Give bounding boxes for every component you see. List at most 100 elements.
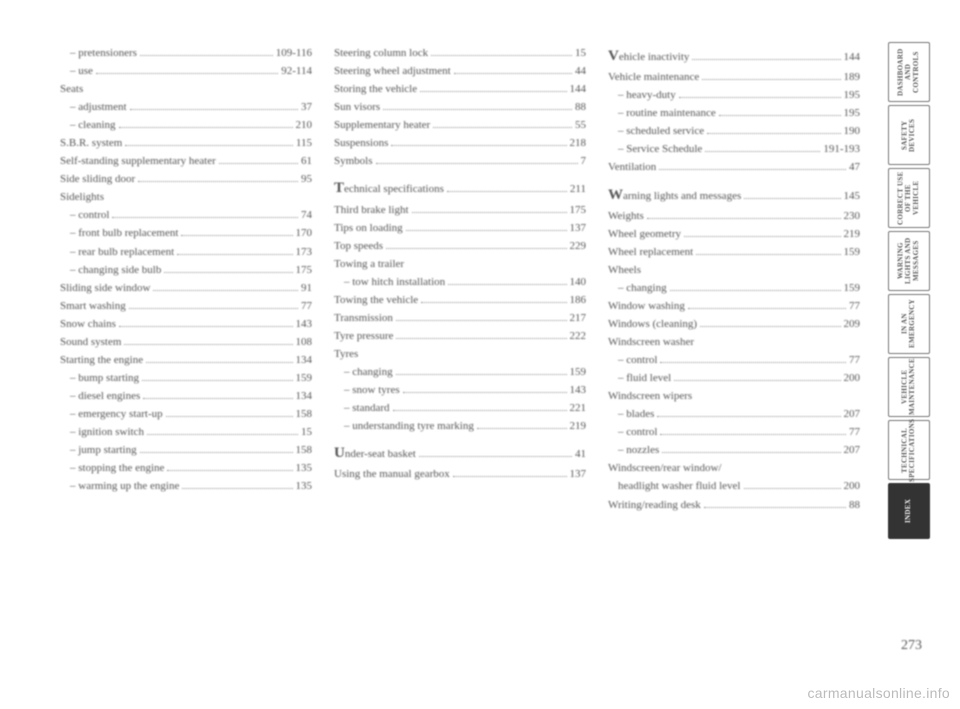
index-entry-page: 55 [575, 117, 586, 134]
index-entry: – ignition switch15 [60, 424, 312, 441]
index-entry-page: 77 [301, 298, 312, 315]
index-entry-label: – standard [334, 400, 390, 417]
leader-dots [142, 380, 292, 381]
index-entry: Starting the engine 134 [60, 352, 312, 369]
index-entry-page: 173 [296, 244, 313, 261]
index-entry: Tyre pressure222 [334, 328, 586, 345]
leader-dots [140, 55, 273, 56]
index-entry-page: 219 [570, 418, 587, 435]
index-entry-page: 195 [844, 87, 861, 104]
index-entry: – control77 [608, 424, 860, 441]
index-entry-label: Wheel replacement [608, 244, 693, 261]
section-tab[interactable]: DASHBOARD AND CONTROLS [888, 42, 930, 102]
index-entry-label: – emergency start-up [60, 406, 163, 423]
index-entry: Steering wheel adjustment44 [334, 63, 586, 80]
leader-dots [705, 151, 820, 152]
index-entry-page: 217 [570, 310, 587, 327]
index-entry: Top speeds 229 [334, 238, 586, 255]
section-tab[interactable]: WARNING LIGHTS AND MESSAGES [888, 231, 930, 291]
leader-dots [396, 320, 567, 321]
index-entry-page: 229 [570, 238, 587, 255]
index-entry-page: 210 [296, 117, 313, 134]
index-entry: Sidelights [60, 189, 312, 206]
index-entry-label: – blades [608, 406, 654, 423]
section-tab[interactable]: IN AN EMERGENCY [888, 294, 930, 354]
index-entry-label: – diesel engines [60, 388, 140, 405]
index-entry-page: 115 [296, 135, 312, 152]
leader-dots [164, 272, 292, 273]
index-entry-label: Towing a trailer [334, 256, 404, 273]
section-tab[interactable]: TECHNICAL SPECIFICATIONS [888, 420, 930, 480]
index-entry: Windscreen washer [608, 334, 860, 351]
leader-dots [406, 230, 567, 231]
index-entry: – bump starting159 [60, 370, 312, 387]
leader-dots [130, 109, 298, 110]
index-entry: Towing a trailer [334, 256, 586, 273]
index-entry-label: Top speeds [334, 238, 383, 255]
index-entry-page: 134 [296, 388, 313, 405]
leader-dots [146, 362, 292, 363]
section-tab[interactable]: INDEX [888, 483, 930, 539]
index-entry-page: 15 [301, 424, 312, 441]
index-entry: Windows (cleaning)209 [608, 316, 860, 333]
index-entry-page: 137 [570, 466, 587, 483]
leader-dots [662, 452, 840, 453]
index-entry-page: 159 [844, 280, 861, 297]
index-entry-label: – jump starting [60, 442, 137, 459]
index-entry-label: Snow chains [60, 316, 116, 333]
leader-dots [129, 308, 298, 309]
leader-dots [182, 488, 292, 489]
index-entry-page: 170 [296, 225, 313, 242]
index-entry-label: Writing/reading desk [608, 497, 701, 514]
index-entry-page: 88 [575, 99, 586, 116]
index-entry: Third brake light175 [334, 202, 586, 219]
index-entry: Windscreen wipers [608, 388, 860, 405]
index-entry: – changing159 [334, 364, 586, 381]
index-entry-label: – control [608, 424, 657, 441]
section-tabs: DASHBOARD AND CONTROLSSAFETY DEVICESCORR… [888, 42, 930, 539]
leader-dots [376, 163, 578, 164]
index-entry: Storing the vehicle144 [334, 81, 586, 98]
leader-dots [707, 133, 840, 134]
index-entry: – warming up the engine135 [60, 478, 312, 495]
index-entry-page: 211 [570, 181, 586, 198]
index-entry-label: headlight washer fluid level [608, 478, 741, 495]
index-entry-page: 195 [844, 105, 861, 122]
index-entry-page: 175 [570, 202, 587, 219]
leader-dots [744, 488, 841, 489]
index-entry: Sound system108 [60, 334, 312, 351]
index-entry-page: 143 [570, 382, 587, 399]
index-entry-page: 158 [296, 406, 313, 423]
index-entry: – understanding tyre marking219 [334, 418, 586, 435]
index-entry: Weights 230 [608, 208, 860, 225]
index-entry: Transmission217 [334, 310, 586, 327]
index-entry-label: Steering column lock [334, 45, 428, 62]
index-entry-page: 88 [849, 497, 860, 514]
index-entry-label: – changing [334, 364, 393, 381]
index-entry: – cleaning210 [60, 117, 312, 134]
leader-dots [386, 248, 566, 249]
index-entry-label: – fluid level [608, 370, 671, 387]
index-entry: Ventilation47 [608, 159, 860, 176]
index-entry-label: Sliding side window [60, 280, 150, 297]
index-entry-page: 41 [575, 446, 586, 463]
index-entry-page: 91 [301, 280, 312, 297]
index-entry-label: Windscreen washer [608, 334, 694, 351]
index-entry-label: Weights [608, 208, 644, 225]
section-tab[interactable]: VEHICLE MAINTENANCE [888, 357, 930, 417]
index-entry-label: Starting the engine [60, 352, 143, 369]
index-entry-page: 134 [296, 352, 313, 369]
section-tab[interactable]: CORRECT USE OF THE VEHICLE [888, 168, 930, 228]
index-entry: – heavy-duty195 [608, 87, 860, 104]
index-entry-page: 230 [844, 208, 861, 225]
index-entry: – standard221 [334, 400, 586, 417]
index-entry: Sliding side window 91 [60, 280, 312, 297]
index-entry-page: 207 [844, 442, 861, 459]
section-tab[interactable]: SAFETY DEVICES [888, 105, 930, 165]
index-entry: Tips on loading137 [334, 220, 586, 237]
index-entry-page: 37 [301, 99, 312, 116]
index-entry: – adjustment37 [60, 99, 312, 116]
index-entry: Window washing77 [608, 298, 860, 315]
index-entry-page: 7 [581, 153, 587, 170]
index-entry-label: – control [60, 207, 109, 224]
